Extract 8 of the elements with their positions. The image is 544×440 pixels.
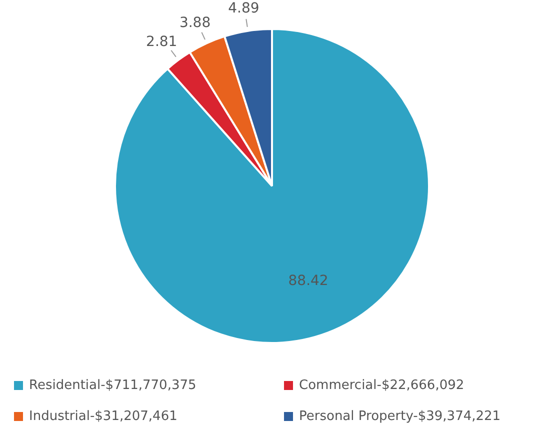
- data-label: 4.89: [228, 0, 260, 17]
- legend-label: Personal Property-$39,374,221: [299, 409, 501, 424]
- legend-label: Residential-$711,770,375: [29, 378, 196, 393]
- legend-label: Industrial-$31,207,461: [29, 409, 178, 424]
- data-label: 3.88: [179, 14, 211, 31]
- data-label: 88.42: [288, 273, 328, 290]
- legend-label: Commercial-$22,666,092: [299, 378, 464, 393]
- data-label: 2.81: [146, 34, 178, 50]
